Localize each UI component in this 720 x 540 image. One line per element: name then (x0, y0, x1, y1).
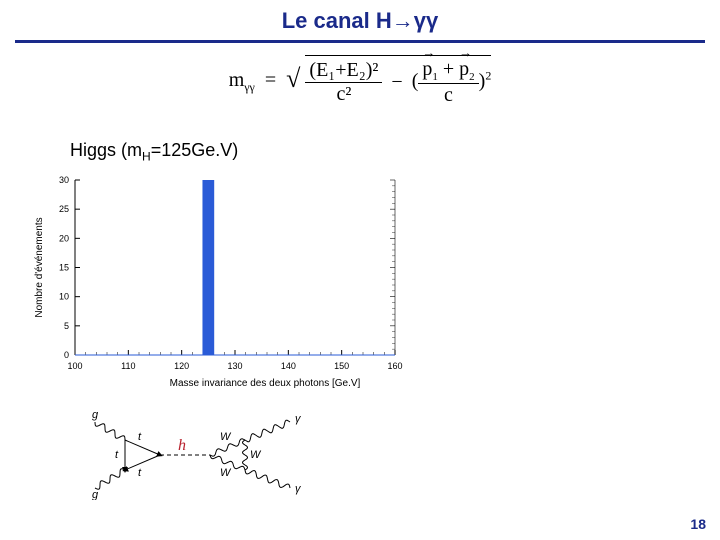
svg-text:0: 0 (64, 350, 69, 360)
vec-p2: →p (459, 58, 469, 80)
svg-text:15: 15 (59, 263, 69, 273)
sqrt-sign: √ (286, 64, 300, 94)
formula-minus: − (387, 71, 406, 94)
formula-t2-den: c (418, 84, 478, 107)
svg-text:20: 20 (59, 233, 69, 243)
chart-caption: Higgs (mH=125Ge.V) (70, 140, 238, 164)
title-underline (15, 40, 705, 43)
svg-text:30: 30 (59, 175, 69, 185)
formula-lhs: mγγ = (229, 69, 286, 91)
sqrt-body: (E₁+E₂)² c² − ( →p1 + →p2 c )2 (305, 55, 491, 107)
svg-text:t: t (115, 449, 119, 461)
svg-text:10: 10 (59, 292, 69, 302)
svg-text:5: 5 (64, 321, 69, 331)
formula-t1-den: c² (305, 83, 382, 106)
caption-prefix: Higgs (m (70, 140, 142, 160)
h-label: h (178, 437, 186, 455)
formula-term2: ( →p1 + →p2 c )2 (412, 58, 492, 107)
formula-lhs-sub: γγ (244, 80, 255, 94)
svg-text:W: W (220, 431, 232, 443)
svg-text:160: 160 (387, 361, 402, 371)
caption-sub: H (142, 150, 151, 164)
formula-lhs-sym: m (229, 69, 245, 91)
slide-title-bar: Le canal H→γγ (0, 0, 720, 40)
svg-text:W: W (220, 467, 232, 479)
svg-text:140: 140 (281, 361, 296, 371)
histogram-chart: 0 5 10 15 20 25 30 100 110 120 130 140 150 160 Masse i… (30, 170, 410, 390)
svg-text:g: g (92, 410, 99, 421)
formula-term1: (E₁+E₂)² c² (305, 59, 382, 106)
svg-text:t: t (138, 467, 142, 479)
formula-t1-num: (E₁+E₂)² (305, 59, 382, 83)
vec-p1: →p (422, 58, 432, 80)
svg-text:120: 120 (174, 361, 189, 371)
mass-formula: mγγ = √ (E₁+E₂)² c² − ( →p1 + →p2 c )2 (0, 55, 720, 107)
page-number: 18 (690, 516, 706, 532)
svg-text:W: W (250, 449, 262, 461)
p1: p (422, 58, 432, 80)
slide-title: Le canal H→γγ (282, 8, 439, 33)
svg-text:110: 110 (121, 361, 135, 371)
p1-sub: 1 (432, 71, 438, 83)
feynman-diagram: g g t t t W W Wγ γ (90, 410, 310, 500)
svg-text:25: 25 (59, 204, 69, 214)
vec-arrow-2: → (459, 45, 472, 61)
svg-text:γ: γ (295, 483, 302, 495)
caption-suffix: =125Ge.V) (151, 140, 239, 160)
p2: p (459, 58, 469, 80)
svg-text:Masse invariance des deux phot: Masse invariance des deux photons [Ge.V] (170, 378, 361, 389)
svg-text:130: 130 (227, 361, 242, 371)
svg-text:γ: γ (295, 413, 302, 425)
svg-text:Nombre d'événements: Nombre d'événements (34, 217, 45, 317)
svg-text:150: 150 (334, 361, 349, 371)
formula-t2-num: →p1 + →p2 (418, 58, 478, 84)
svg-text:100: 100 (67, 361, 82, 371)
svg-text:t: t (138, 431, 142, 443)
vec-arrow-1: → (422, 45, 435, 61)
svg-text:g: g (92, 489, 99, 500)
p2-sub: 2 (469, 71, 475, 83)
formula-t2-exp: 2 (485, 68, 491, 82)
